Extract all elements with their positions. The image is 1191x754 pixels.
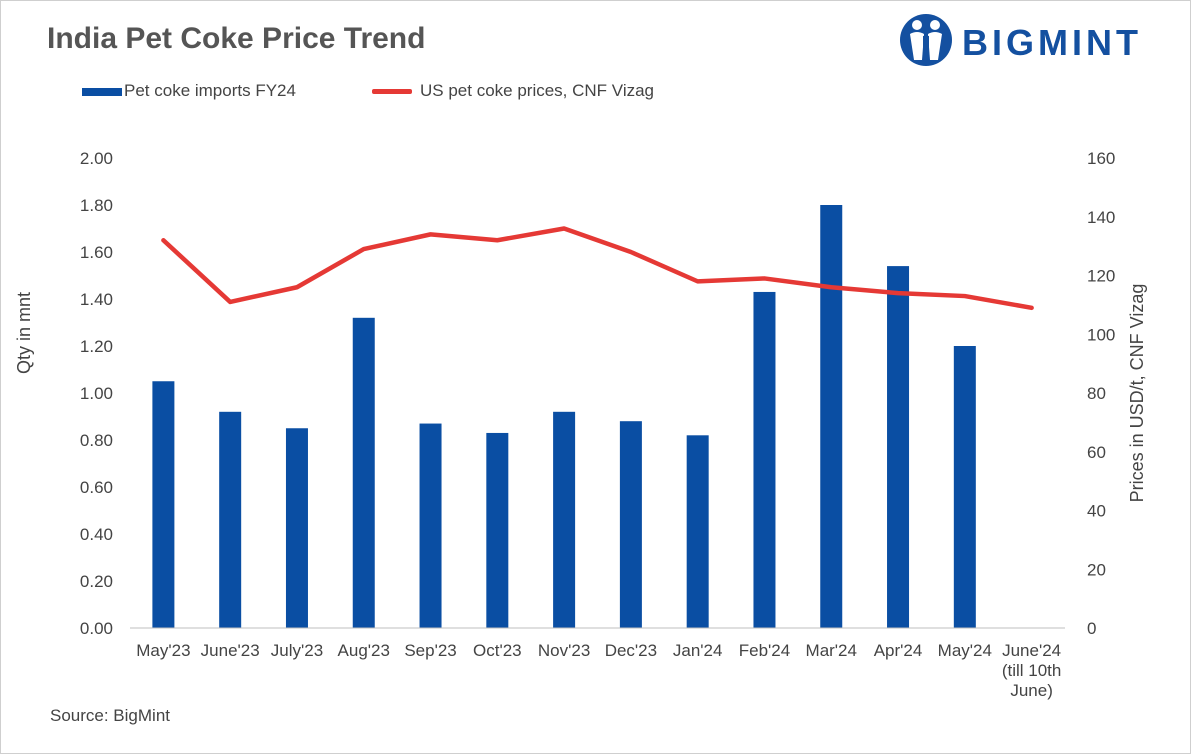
y2-tick-label: 60 bbox=[1087, 443, 1106, 462]
x-tick-label: June'23 bbox=[201, 641, 260, 660]
y-tick-label: 2.00 bbox=[80, 149, 113, 168]
source-note: Source: BigMint bbox=[50, 706, 170, 725]
bar bbox=[953, 346, 976, 628]
bar bbox=[887, 266, 910, 628]
x-tick-label: Sep'23 bbox=[404, 641, 456, 660]
y-tick-label: 0.40 bbox=[80, 525, 113, 544]
y-tick-label: 0.20 bbox=[80, 572, 113, 591]
y-tick-label: 1.60 bbox=[80, 243, 113, 262]
y2-tick-label: 120 bbox=[1087, 267, 1115, 286]
y2-tick-label: 100 bbox=[1087, 325, 1115, 344]
x-axis: May'23 June'23 July'23 Aug'23 Sep'23 Oct'23 No… bbox=[130, 627, 1065, 700]
x-tick-label: Mar'24 bbox=[806, 641, 857, 660]
bar bbox=[419, 423, 442, 628]
y-tick-label: 1.20 bbox=[80, 337, 113, 356]
legend-swatch-bar bbox=[82, 88, 122, 96]
right-axis: 0 20 40 60 80 100 120 140 160 bbox=[1087, 149, 1115, 638]
bigmint-logo-icon bbox=[900, 14, 952, 66]
x-tick-label: Feb'24 bbox=[739, 641, 790, 660]
left-axis: 0.00 0.20 0.40 0.60 0.80 1.00 1.20 1.40 1.60 1.80… bbox=[80, 149, 113, 638]
x-tick-label: July'23 bbox=[271, 641, 323, 660]
y-tick-label: 1.40 bbox=[80, 290, 113, 309]
y2-tick-label: 160 bbox=[1087, 149, 1115, 168]
x-tick-sublabel: June) bbox=[1010, 681, 1053, 700]
x-tick-sublabel: (till 10th bbox=[1002, 661, 1062, 680]
x-tick-label: Dec'23 bbox=[605, 641, 657, 660]
logo-wordmark: BIGMINT bbox=[962, 22, 1142, 63]
bar bbox=[686, 435, 709, 628]
bar bbox=[152, 381, 175, 628]
x-tick-label: Jan'24 bbox=[673, 641, 723, 660]
y-tick-label: 1.00 bbox=[80, 384, 113, 403]
legend-label-prices: US pet coke prices, CNF Vizag bbox=[420, 81, 654, 100]
bar bbox=[352, 317, 375, 628]
y2-tick-label: 40 bbox=[1087, 502, 1106, 521]
price-line bbox=[161, 226, 1034, 311]
y-axis-label: Qty in mnt bbox=[14, 292, 34, 374]
bar bbox=[219, 411, 242, 628]
y-tick-label: 1.80 bbox=[80, 196, 113, 215]
legend-swatch-line bbox=[372, 89, 412, 94]
y2-axis-label: Prices in USD/t, CNF Vizag bbox=[1127, 284, 1147, 503]
bar bbox=[553, 411, 576, 628]
y2-tick-label: 20 bbox=[1087, 560, 1106, 579]
y-tick-label: 0.80 bbox=[80, 431, 113, 450]
x-tick-label: May'24 bbox=[938, 641, 992, 660]
x-tick-label: Oct'23 bbox=[473, 641, 522, 660]
chart-title: India Pet Coke Price Trend bbox=[47, 22, 426, 55]
y-tick-label: 0.00 bbox=[80, 619, 113, 638]
x-tick-label: Aug'23 bbox=[338, 641, 390, 660]
bar-series bbox=[152, 205, 976, 628]
bar bbox=[820, 205, 843, 628]
line-series bbox=[161, 226, 1034, 311]
bar bbox=[619, 421, 642, 628]
bar bbox=[753, 291, 776, 628]
y2-tick-label: 80 bbox=[1087, 384, 1106, 403]
bigmint-logo: BIGMINT bbox=[898, 10, 1178, 70]
x-tick-label: Nov'23 bbox=[538, 641, 590, 660]
y-tick-label: 0.60 bbox=[80, 478, 113, 497]
legend-label-imports: Pet coke imports FY24 bbox=[124, 81, 296, 100]
bar bbox=[285, 428, 308, 628]
bar bbox=[486, 432, 509, 628]
x-tick-label: Apr'24 bbox=[874, 641, 923, 660]
y2-tick-label: 140 bbox=[1087, 208, 1115, 227]
x-tick-label: June'24 bbox=[1002, 641, 1061, 660]
x-tick-label: May'23 bbox=[136, 641, 190, 660]
y2-tick-label: 0 bbox=[1087, 619, 1096, 638]
